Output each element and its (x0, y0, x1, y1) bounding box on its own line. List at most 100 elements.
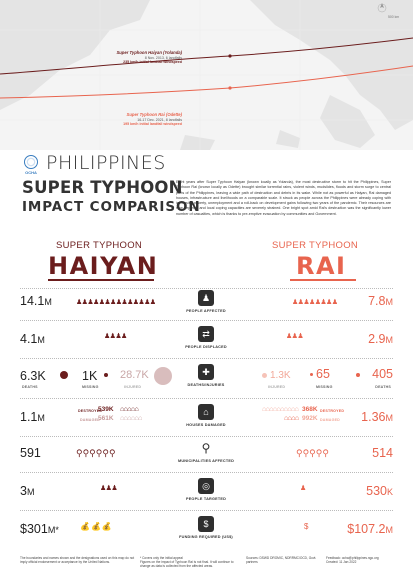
rai-targeted-people-icons: ♟ (300, 485, 306, 492)
row-separator (20, 472, 393, 473)
haiyan-displaced-people-icons: ♟♟♟♟ (104, 333, 127, 340)
row-separator (20, 288, 393, 289)
rai-track-dates: 16-17 Dec. 2021, 8 landfalls (137, 117, 182, 122)
haiyan-damaged-house-icons: ⌂⌂⌂⌂⌂⌂ (120, 415, 142, 422)
rai-injured-value: 1.3K (270, 370, 291, 381)
row-separator (20, 320, 393, 321)
row-separator (20, 510, 393, 511)
footer-figures-text: Figures on the impact of Typhoon Rai is … (140, 560, 234, 569)
haiyan-missing-caption: MISSING (82, 385, 99, 389)
title-country: PHILIPPINES (46, 152, 166, 174)
ocha-logo: OCHA (22, 155, 40, 177)
houses-label: HOUSES DAMAGED (186, 423, 226, 427)
deaths-label: DEATHS/INJURIES (187, 383, 225, 387)
footer-right: Feedback: ocha@philippines.ngo.org Creat… (326, 556, 400, 564)
haiyan-injured-caption: INJURED (124, 385, 142, 389)
haiyan-track-wind: 235 km/h initial landfall windspeed (123, 60, 182, 65)
money-bag-icon: $ (198, 516, 214, 532)
footer-disclaimer: The boundaries and names shown and the d… (20, 556, 135, 565)
rai-deaths-caption: DEATHS (375, 385, 391, 389)
rai-underline (290, 279, 356, 281)
haiyan-deaths-value: 6.3K (20, 369, 46, 383)
footer-created: Created: 11 Jan 2022 (326, 560, 357, 565)
haiyan-injured-dot (154, 367, 172, 385)
municipalities-label: MUNICIPALITIES AFFECTED (177, 459, 235, 463)
rai-destroyed-house-icons: ⌂⌂⌂⌂ (284, 415, 299, 422)
map-canvas (0, 0, 413, 150)
rai-funding-value: $107.2M (347, 522, 393, 536)
rai-missing-value: 65 (316, 367, 330, 381)
map-pin-icon: ⚲ (201, 441, 211, 455)
map-scale: 500 km (388, 15, 400, 19)
rai-heading: RAI (296, 252, 347, 280)
haiyan-deaths-caption: DEATHS (22, 385, 38, 389)
un-emblem-icon (24, 155, 38, 169)
rai-money-bag-icon: $ (304, 522, 308, 531)
haiyan-funding-value: $301M* (20, 522, 59, 536)
haiyan-track-name: Super Typhoon Haiyan (Yolanda) (116, 50, 182, 55)
haiyan-subheading: SUPER TYPHOON (56, 240, 143, 251)
rai-affected-people-icons: ♟♟♟♟♟♟♟♟ (292, 299, 338, 306)
haiyan-deaths-dot (60, 371, 68, 379)
north-arrow-icon (377, 3, 387, 13)
rai-injured-caption: INJURED (268, 385, 286, 389)
haiyan-money-bag-icons: 💰💰💰 (80, 522, 113, 531)
rai-missing-dot (310, 373, 313, 376)
footer-sources: Sources: DSWD DROMIC, NDRRMC/OCD, Govt. … (246, 556, 317, 565)
rai-damaged-house-icons: ⌂⌂⌂⌂⌂⌂⌂⌂⌂⌂ (262, 406, 299, 413)
haiyan-heading: HAIYAN (48, 252, 159, 280)
title-main: SUPER TYPHOON (22, 178, 183, 197)
displaced-label: PEOPLE DISPLACED (185, 345, 227, 349)
displaced-people-icon: ⇄ (198, 326, 214, 342)
haiyan-track-label: Super Typhoon Haiyan (Yolanda) 8 Nov. 20… (70, 50, 182, 65)
haiyan-houses-value: 1.1M (20, 410, 45, 424)
footer-feedback[interactable]: Feedback: ocha@philippines.ngo.org (326, 556, 379, 560)
haiyan-injured-value: 28.7K (120, 369, 149, 381)
haiyan-targeted-people-icons: ♟♟♟ (100, 485, 118, 492)
haiyan-destroyed-value: 539K (98, 406, 114, 413)
rai-missing-caption: MISSING (316, 385, 333, 389)
haiyan-track-dates: 8 Nov. 2013, 6 landfalls (144, 55, 182, 60)
haiyan-displaced-value: 4.1M (20, 332, 45, 346)
haiyan-damaged-value: 561K (98, 415, 114, 422)
rai-track-wind: 195 km/h initial landfall windspeed (123, 122, 182, 127)
rai-affected-value: 7.8M (368, 294, 393, 308)
footer-figures-note: * Covers only the initial appeal Figures… (140, 556, 240, 569)
rai-damaged-caption: DAMAGED (320, 418, 340, 422)
haiyan-missing-value: 1K (82, 369, 98, 383)
row-separator (20, 398, 393, 399)
haiyan-destroyed-house-icons: ⌂⌂⌂⌂⌂ (120, 406, 139, 413)
rai-subheading: SUPER TYPHOON (272, 240, 359, 251)
rai-track-label: Super Typhoon Rai (Odette) 16-17 Dec. 20… (70, 112, 182, 127)
haiyan-destroyed-caption: DESTROYED (78, 409, 103, 413)
row-separator (20, 436, 393, 437)
rai-targeted-value: 530K (366, 484, 393, 498)
rai-houses-value: 1.36M (361, 410, 393, 424)
rai-displaced-value: 2.9M (368, 332, 393, 346)
rai-deaths-value: 405 (372, 367, 393, 381)
rai-destroyed-value: 368K (302, 406, 318, 413)
haiyan-municipalities-value: 591 (20, 446, 41, 460)
haiyan-missing-dot (104, 373, 108, 377)
intro-paragraph: Eight years after Super Typhoon Haiyan (… (176, 180, 391, 216)
rai-deaths-dot (356, 373, 360, 377)
ocha-logo-text: OCHA (25, 170, 37, 175)
rai-municipalities-value: 514 (372, 446, 393, 460)
row-separator (20, 358, 393, 359)
rai-municipality-pins: ⚲⚲⚲⚲⚲ (296, 448, 329, 458)
rai-injured-dot (262, 373, 267, 378)
injured-person-icon: ✚ (198, 364, 214, 380)
storm-track-map: Super Typhoon Haiyan (Yolanda) 8 Nov. 20… (0, 0, 413, 150)
rai-track-name: Super Typhoon Rai (Odette) (126, 112, 182, 117)
funding-label: FUNDING REQUIRED (US$) (179, 535, 233, 539)
rai-destroyed-caption: DESTROYED (320, 409, 345, 413)
affected-label: PEOPLE AFFECTED (186, 309, 226, 313)
house-icon: ⌂ (198, 404, 214, 420)
rai-damaged-value: 992K (302, 415, 318, 422)
haiyan-municipality-pins: ⚲⚲⚲⚲⚲⚲ (76, 448, 116, 458)
title-sub: IMPACT COMPARISON (22, 199, 201, 215)
haiyan-affected-people-icons: ♟♟♟♟♟♟♟♟♟♟♟♟♟♟ (76, 299, 156, 306)
haiyan-damaged-caption: DAMAGED (80, 418, 100, 422)
footer-note: * Covers only the initial appeal (140, 556, 183, 560)
haiyan-affected-value: 14.1M (20, 294, 52, 308)
